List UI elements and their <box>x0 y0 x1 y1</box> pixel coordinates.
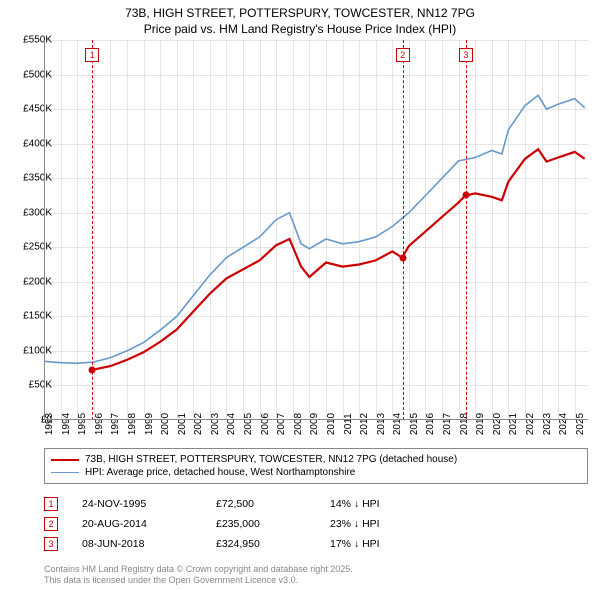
sales-row-number: 3 <box>44 537 58 551</box>
sales-date: 08-JUN-2018 <box>82 538 192 550</box>
sales-date: 20-AUG-2014 <box>82 518 192 530</box>
sales-row: 2 20-AUG-2014 £235,000 23% ↓ HPI <box>44 514 588 534</box>
legend-row: 73B, HIGH STREET, POTTERSPURY, TOWCESTER… <box>51 453 581 466</box>
sales-table: 1 24-NOV-1995 £72,500 14% ↓ HPI 2 20-AUG-2014… <box>44 494 588 554</box>
legend-label: HPI: Average price, detached house, West… <box>85 467 355 478</box>
legend-swatch <box>51 459 79 461</box>
sales-price: £235,000 <box>216 518 306 530</box>
legend: 73B, HIGH STREET, POTTERSPURY, TOWCESTER… <box>44 448 588 484</box>
sales-row-number: 2 <box>44 517 58 531</box>
sales-price: £324,950 <box>216 538 306 550</box>
sales-diff: 23% ↓ HPI <box>330 518 440 530</box>
legend-swatch <box>51 472 79 473</box>
chart-container: 73B, HIGH STREET, POTTERSPURY, TOWCESTER… <box>0 0 600 590</box>
title-line2: Price paid vs. HM Land Registry's House … <box>144 22 456 36</box>
chart-axes <box>44 40 588 420</box>
footer-attribution: Contains HM Land Registry data © Crown c… <box>44 564 353 587</box>
footer-line1: Contains HM Land Registry data © Crown c… <box>44 564 353 574</box>
sales-row-number: 1 <box>44 497 58 511</box>
legend-row: HPI: Average price, detached house, West… <box>51 466 581 479</box>
sales-date: 24-NOV-1995 <box>82 498 192 510</box>
sales-price: £72,500 <box>216 498 306 510</box>
title-line1: 73B, HIGH STREET, POTTERSPURY, TOWCESTER… <box>125 6 475 20</box>
legend-label: 73B, HIGH STREET, POTTERSPURY, TOWCESTER… <box>85 454 457 465</box>
sales-row: 3 08-JUN-2018 £324,950 17% ↓ HPI <box>44 534 588 554</box>
sales-diff: 17% ↓ HPI <box>330 538 440 550</box>
sales-diff: 14% ↓ HPI <box>330 498 440 510</box>
footer-line2: This data is licensed under the Open Gov… <box>44 575 298 585</box>
sales-row: 1 24-NOV-1995 £72,500 14% ↓ HPI <box>44 494 588 514</box>
chart-title: 73B, HIGH STREET, POTTERSPURY, TOWCESTER… <box>0 0 600 39</box>
